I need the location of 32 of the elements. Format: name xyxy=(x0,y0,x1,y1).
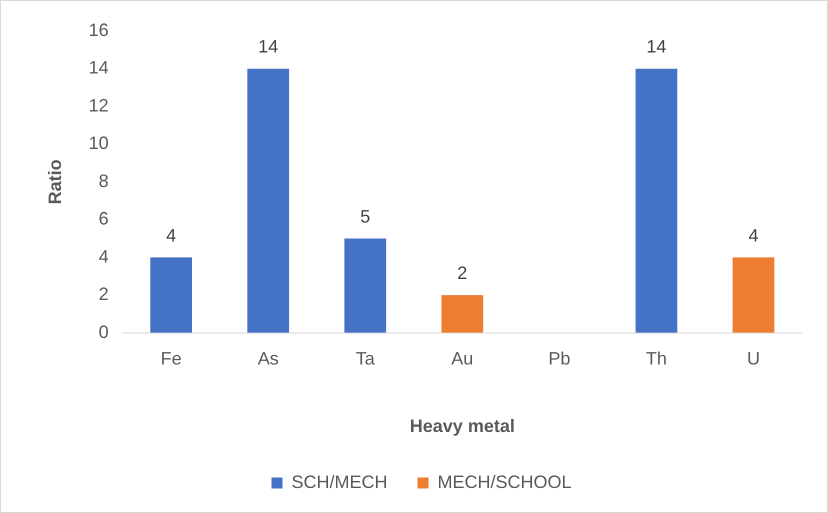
data-label: 4 xyxy=(166,225,176,246)
y-tick-label: 2 xyxy=(98,284,109,304)
x-tick-label: Fe xyxy=(160,348,182,369)
x-tick-label: Th xyxy=(646,348,667,369)
y-tick-label: 10 xyxy=(88,133,109,154)
bar xyxy=(441,295,484,333)
x-tick-label: Pb xyxy=(548,348,570,369)
legend-label: MECH/SCHOOL xyxy=(437,472,572,492)
bar xyxy=(150,257,192,333)
y-tick-label: 16 xyxy=(88,20,109,40)
data-label: 4 xyxy=(748,225,758,246)
y-tick-label: 4 xyxy=(98,246,109,266)
y-axis-title: Ratio xyxy=(44,159,65,204)
x-axis-title: Heavy metal xyxy=(410,416,515,436)
data-label: 5 xyxy=(360,206,370,226)
bar xyxy=(247,68,290,333)
y-tick-label: 6 xyxy=(98,208,109,229)
x-tick-label: As xyxy=(258,348,279,369)
data-label: 14 xyxy=(646,36,666,57)
data-label: 2 xyxy=(457,263,468,284)
x-tick-label: U xyxy=(746,348,760,369)
legend-label: SCH/MECH xyxy=(291,472,388,492)
y-tick-label: 12 xyxy=(88,95,109,116)
x-tick-label: Au xyxy=(451,348,474,369)
data-label: 14 xyxy=(258,36,278,57)
x-tick-label: Ta xyxy=(356,348,376,369)
y-tick-label: 8 xyxy=(98,170,109,191)
bar xyxy=(732,257,774,333)
bar xyxy=(344,238,386,333)
y-tick-label: 0 xyxy=(98,322,109,342)
y-tick-label: 14 xyxy=(88,58,109,78)
bar xyxy=(636,68,678,333)
